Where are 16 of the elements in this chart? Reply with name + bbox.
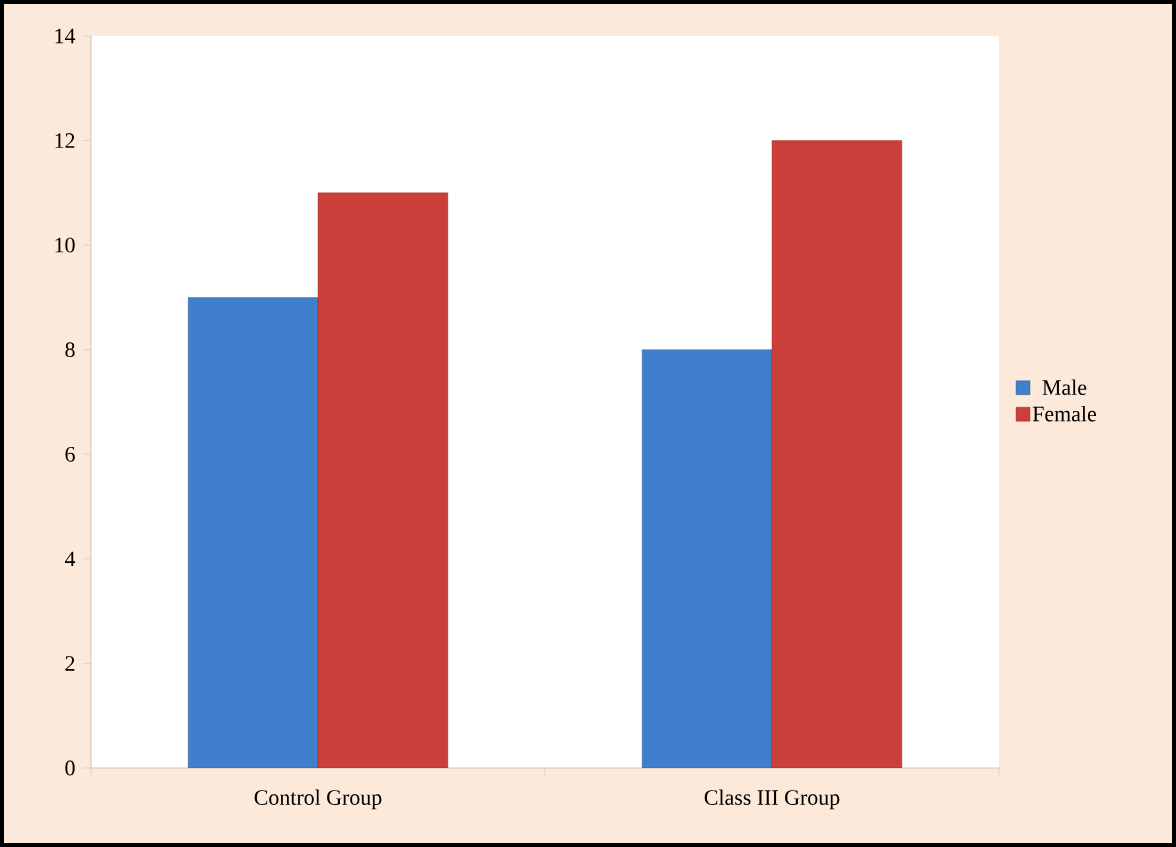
y-tick-label: 8 xyxy=(65,342,75,358)
y-tick-label: 2 xyxy=(65,656,75,671)
y-tick-label: 6 xyxy=(65,446,75,462)
y-tick-label: 12 xyxy=(55,133,75,148)
x-tick-label: Class III Group xyxy=(704,789,840,810)
bar xyxy=(641,349,773,768)
bar xyxy=(771,140,903,768)
x-tick-label: Control Group xyxy=(254,789,382,810)
y-tick-label: 4 xyxy=(64,551,76,567)
bar xyxy=(187,297,319,768)
y-tick-label: 10 xyxy=(55,237,75,253)
legend-label: Female xyxy=(1032,405,1096,422)
y-tick-label: 0 xyxy=(65,760,75,776)
y-tick-label: 14 xyxy=(55,28,76,44)
bar xyxy=(317,192,449,768)
legend-label: Male xyxy=(1042,379,1087,395)
